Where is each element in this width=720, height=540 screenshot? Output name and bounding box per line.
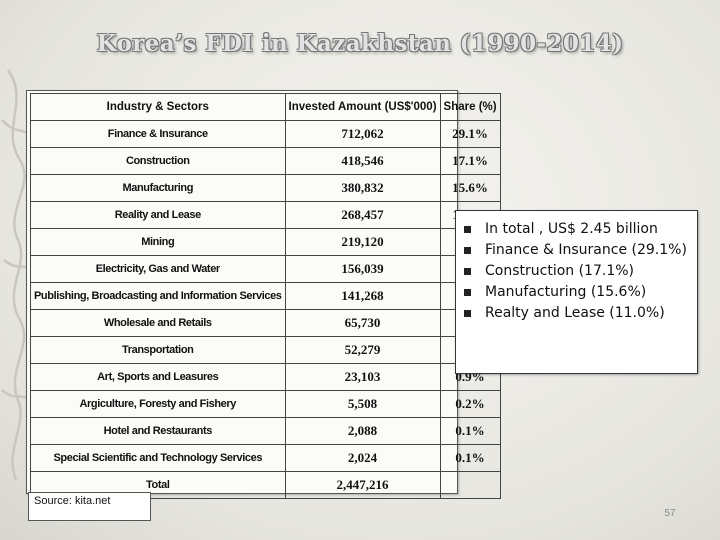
square-bullet-icon [464, 247, 471, 254]
table-row: Manufacturing 380,832 15.6% [30, 174, 501, 202]
square-bullet-icon [464, 310, 471, 317]
amount-cell: 380,832 [284, 174, 441, 202]
share-cell: 15.6% [439, 174, 501, 202]
amount-cell: 141,268 [284, 282, 441, 310]
table-row: Art, Sports and Leasures 23,103 0.9% [30, 363, 501, 391]
sector-cell: Mining [30, 228, 286, 256]
share-cell: 17.1% [439, 147, 501, 175]
sector-cell: Finance & Insurance [30, 120, 286, 148]
source-note: Source: kita.net [28, 492, 151, 521]
fdi-table: Industry & Sectors Invested Amount (US$'… [30, 93, 501, 499]
sector-cell: Reality and Lease [30, 201, 286, 229]
sector-cell: Electricity, Gas and Water [30, 255, 286, 283]
amount-cell: 2,024 [284, 444, 441, 472]
amount-cell: 156,039 [284, 255, 441, 283]
table-row: Hotel and Restaurants 2,088 0.1% [30, 417, 501, 445]
table-row: Finance & Insurance 712,062 29.1% [30, 120, 501, 148]
table-body: Finance & Insurance 712,062 29.1% Construct… [30, 120, 501, 499]
amount-cell: 23,103 [284, 363, 441, 391]
sector-cell: Publishing, Broadcasting and Information… [30, 282, 286, 310]
summary-item-text: Manufacturing (15.6%) [485, 284, 647, 300]
amount-cell: 418,546 [284, 147, 441, 175]
amount-cell: 712,062 [284, 120, 441, 148]
summary-list: In total , US$ 2.45 billion Finance & Ins… [456, 211, 697, 324]
share-cell: 0.2% [439, 390, 501, 418]
summary-item-text: Realty and Lease (11.0%) [485, 305, 665, 321]
table-header-row: Industry & Sectors Invested Amount (US$'… [30, 93, 501, 121]
table-row: Special Scientific and Technology Servic… [30, 444, 501, 472]
header-share: Share (%) [439, 93, 501, 121]
amount-cell: 2,447,216 [284, 471, 441, 499]
source-text: Source: kita.net [34, 495, 111, 507]
sector-cell: Special Scientific and Technology Servic… [30, 444, 286, 472]
sector-cell: Wholesale and Retails [30, 309, 286, 337]
square-bullet-icon [464, 289, 471, 296]
amount-cell: 268,457 [284, 201, 441, 229]
summary-item-text: In total , US$ 2.45 billion [485, 221, 658, 237]
summary-item: Manufacturing (15.6%) [464, 282, 691, 303]
square-bullet-icon [464, 268, 471, 275]
table-row: Construction 418,546 17.1% [30, 147, 501, 175]
sector-cell: Construction [30, 147, 286, 175]
summary-item: In total , US$ 2.45 billion [464, 219, 691, 240]
table-row: Publishing, Broadcasting and Information… [30, 282, 501, 310]
slide-title: Korea’s FDI in Kazakhstan (1990-2014) [96, 30, 624, 57]
amount-cell: 52,279 [284, 336, 441, 364]
share-cell: 0.1% [439, 417, 501, 445]
summary-box: In total , US$ 2.45 billion Finance & Ins… [455, 210, 698, 374]
amount-cell: 2,088 [284, 417, 441, 445]
summary-item-text: Construction (17.1%) [485, 263, 634, 279]
amount-cell: 219,120 [284, 228, 441, 256]
summary-item: Construction (17.1%) [464, 261, 691, 282]
fdi-table-frame: Industry & Sectors Invested Amount (US$'… [26, 90, 501, 499]
summary-item-text: Finance & Insurance (29.1%) [485, 242, 687, 258]
amount-cell: 5,508 [284, 390, 441, 418]
page-number: 57 [664, 508, 676, 519]
sector-cell: Transportation [30, 336, 286, 364]
sector-cell: Manufacturing [30, 174, 286, 202]
table-row: Argiculture, Foresty and Fishery 5,508 0.2… [30, 390, 501, 418]
share-cell: 29.1% [439, 120, 501, 148]
share-cell [439, 471, 501, 499]
header-amount: Invested Amount (US$'000) [284, 93, 441, 121]
sector-cell: Argiculture, Foresty and Fishery [30, 390, 286, 418]
summary-item: Finance & Insurance (29.1%) [464, 240, 691, 261]
sector-cell: Hotel and Restaurants [30, 417, 286, 445]
share-cell: 0.1% [439, 444, 501, 472]
header-industry: Industry & Sectors [30, 93, 286, 121]
amount-cell: 65,730 [284, 309, 441, 337]
square-bullet-icon [464, 226, 471, 233]
sector-cell: Art, Sports and Leasures [30, 363, 286, 391]
summary-item: Realty and Lease (11.0%) [464, 303, 691, 324]
